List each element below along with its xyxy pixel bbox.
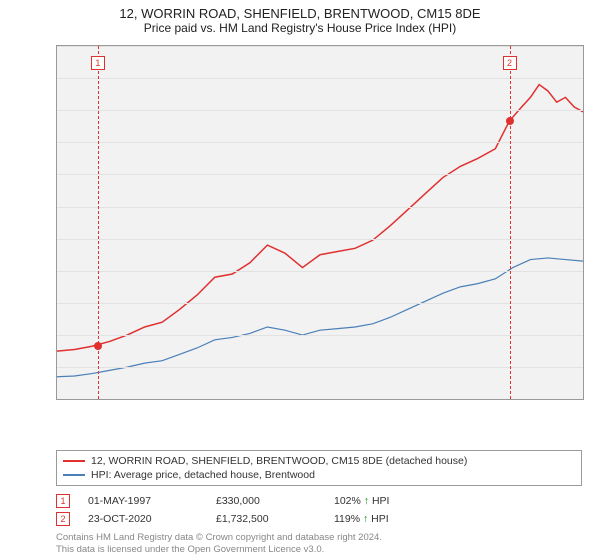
gridline-h <box>57 367 583 368</box>
gridline-h <box>57 335 583 336</box>
legend-swatch <box>63 474 85 476</box>
sale-price: £1,732,500 <box>216 513 316 525</box>
series-line <box>57 85 583 352</box>
legend-label: 12, WORRIN ROAD, SHENFIELD, BRENTWOOD, C… <box>91 455 467 467</box>
sale-marker-dot <box>94 342 102 350</box>
sale-marker-badge: 2 <box>503 56 517 70</box>
chart-title: 12, WORRIN ROAD, SHENFIELD, BRENTWOOD, C… <box>10 6 590 21</box>
gridline-h <box>57 78 583 79</box>
sale-row: 1 01-MAY-1997 £330,000 102% ↑ HPI <box>56 492 582 510</box>
sale-price: £330,000 <box>216 495 316 507</box>
gridline-h <box>57 399 583 400</box>
gridline-h <box>57 174 583 175</box>
plot-region: £0£200K£400K£600K£800K£1M£1.2M£1.4M£1.6M… <box>56 45 584 400</box>
chart-subtitle: Price paid vs. HM Land Registry's House … <box>10 21 590 35</box>
sale-row: 2 23-OCT-2020 £1,732,500 119% ↑ HPI <box>56 510 582 528</box>
sale-pct: 102% ↑ HPI <box>334 495 389 507</box>
sale-date: 01-MAY-1997 <box>88 495 198 507</box>
sale-marker-badge: 1 <box>91 56 105 70</box>
legend-row: HPI: Average price, detached house, Bren… <box>63 468 575 482</box>
sale-pct: 119% ↑ HPI <box>334 513 389 525</box>
legend: 12, WORRIN ROAD, SHENFIELD, BRENTWOOD, C… <box>56 450 582 486</box>
gridline-h <box>57 239 583 240</box>
legend-row: 12, WORRIN ROAD, SHENFIELD, BRENTWOOD, C… <box>63 454 575 468</box>
sale-marker-dot <box>506 117 514 125</box>
sale-date: 23-OCT-2020 <box>88 513 198 525</box>
legend-swatch <box>63 460 85 462</box>
chart-area: £0£200K£400K£600K£800K£1M£1.2M£1.4M£1.6M… <box>10 39 590 444</box>
footnote: Contains HM Land Registry data © Crown c… <box>56 532 582 556</box>
sale-vline <box>510 46 511 399</box>
sale-badge: 1 <box>56 494 70 508</box>
gridline-h <box>57 271 583 272</box>
footnote-line2: This data is licensed under the Open Gov… <box>56 544 582 556</box>
gridline-h <box>57 110 583 111</box>
legend-label: HPI: Average price, detached house, Bren… <box>91 469 315 481</box>
footnote-line1: Contains HM Land Registry data © Crown c… <box>56 532 582 544</box>
sales-table: 1 01-MAY-1997 £330,000 102% ↑ HPI 2 23-OCT-20… <box>56 492 582 528</box>
root: 12, WORRIN ROAD, SHENFIELD, BRENTWOOD, C… <box>0 0 600 560</box>
gridline-h <box>57 142 583 143</box>
sale-badge: 2 <box>56 512 70 526</box>
gridline-h <box>57 303 583 304</box>
gridline-h <box>57 46 583 47</box>
gridline-h <box>57 207 583 208</box>
chart-lines <box>57 46 583 399</box>
series-line <box>57 258 583 377</box>
